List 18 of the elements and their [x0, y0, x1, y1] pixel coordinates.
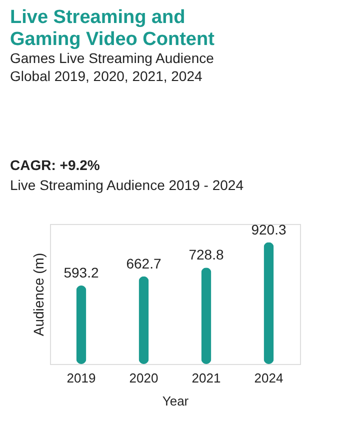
data-label: 728.8 — [188, 246, 224, 263]
text: Live Streaming Audience 2019 - 2024 — [10, 177, 244, 193]
bar — [201, 268, 212, 364]
data-label: 662.7 — [126, 255, 162, 272]
text: CAGR: +9.2% — [10, 157, 100, 173]
bar — [76, 286, 86, 364]
x-axis-title: Year — [162, 394, 190, 408]
x-tick-label: 2024 — [254, 370, 284, 386]
y-axis-title: Audience (m) — [30, 252, 46, 336]
x-tick-label: 2019 — [66, 370, 96, 386]
bar — [264, 242, 274, 364]
data-label: 920.3 — [251, 221, 286, 238]
x-tick-label: 2020 — [129, 370, 158, 386]
bar — [138, 276, 149, 364]
x-tick-label: 2021 — [192, 370, 221, 386]
data-label: 593.2 — [64, 264, 99, 281]
chart-title: Live Streaming and Gaming Video Content — [10, 7, 216, 50]
chart-subtitle: Games Live Streaming Audience Global 2019, 2020, 2021, 2024 — [10, 50, 214, 84]
